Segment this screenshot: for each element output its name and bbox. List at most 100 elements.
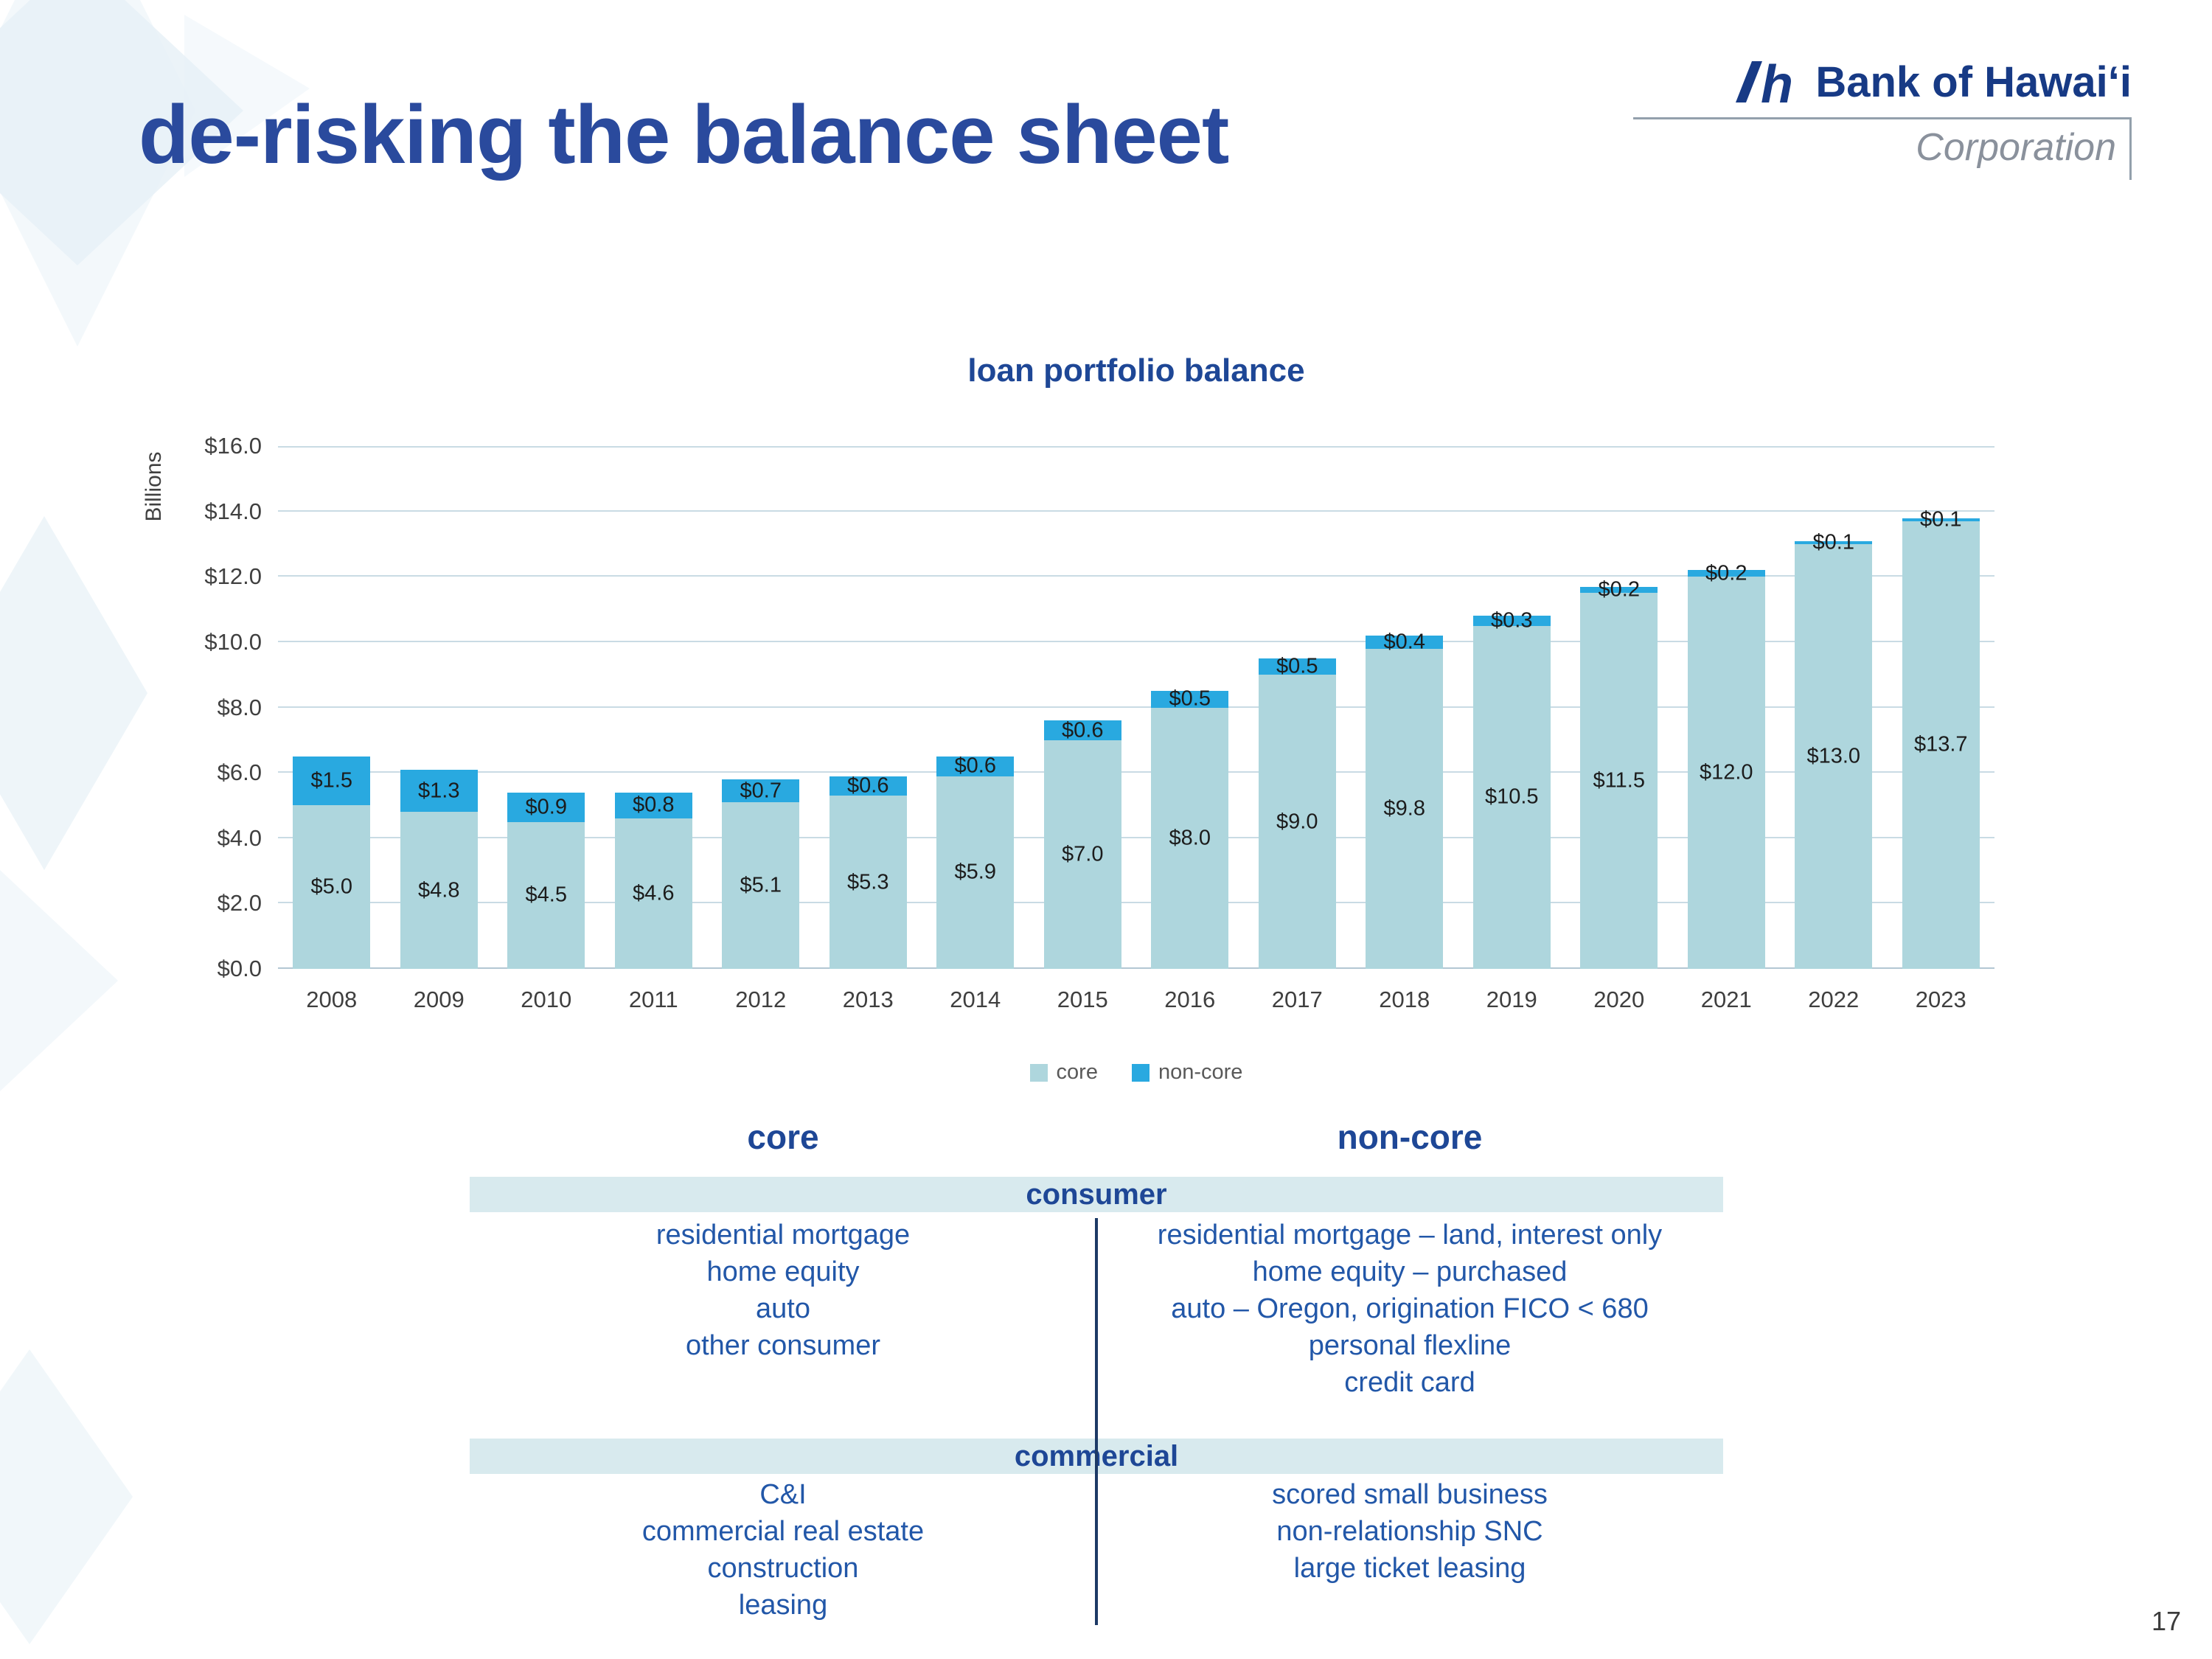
x-tick-label: 2019 [1486,987,1537,1012]
table-item: leasing [738,1590,828,1621]
bar-group-2021: $12.0 $0.2 [1673,446,1781,969]
core-bar-segment [1580,593,1658,969]
non-core-bar-segment [400,769,478,813]
y-tick-label: $4.0 [217,824,262,851]
non-core-bar-segment [936,756,1015,776]
bar-group-2023: $13.7 $0.1 [1888,446,1995,969]
core-bar-label: $7.0 [1062,842,1104,866]
background-decoration [0,0,310,1644]
bar-group-2018: $9.8 $0.4 [1351,446,1458,969]
x-tick-label: 2022 [1808,987,1860,1012]
gridline [278,575,1994,577]
x-tick-label: 2011 [628,987,678,1012]
non-core-bar-label: $0.7 [740,779,782,802]
chart-legend: core non-core [278,1060,1994,1085]
y-tick-label: $0.0 [217,956,262,981]
bank-logo: h Bank of Hawaiʻi Corporation [1633,58,2132,180]
non-core-bar-label: $0.6 [954,754,996,778]
core-bar-segment [1472,625,1551,969]
core-items-commercial: C&I commercial real estate construction lea… [470,1476,1096,1624]
x-tick-label: 2015 [1057,987,1108,1012]
table-item: large ticket leasing [1293,1553,1526,1584]
table-header-non-core: non-core [1337,1118,1483,1156]
y-tick-label: $6.0 [217,759,262,786]
table-column-divider [1095,1218,1098,1625]
x-tick-label: 2013 [842,987,894,1012]
non-core-bar-label: $0.9 [525,795,567,819]
core-bar-segment [614,818,692,969]
non-core-bar-label: $0.5 [1276,654,1318,678]
y-tick-label: $16.0 [204,433,262,459]
core-bar-label: $11.5 [1593,768,1645,793]
bar-group-2019: $10.5 $0.3 [1458,446,1566,969]
legend-entry-non-core: non-core [1131,1060,1242,1085]
x-tick-label: 2009 [413,987,465,1012]
table-item: home equity [706,1256,860,1287]
x-tick-label: 2023 [1915,987,1966,1012]
x-tick-label: 2017 [1271,987,1323,1012]
table-item: home equity – purchased [1252,1256,1568,1287]
core-bar-label: $5.0 [310,874,352,899]
gridline [278,640,1994,642]
x-axis-ticks: 2008 2009 2010 2011 2012 2013 2014 2015 2016 2017… [278,987,1994,1013]
svg-text:h: h [1761,60,1793,105]
gridline [278,509,1994,512]
core-bar-segment [1366,648,1444,969]
non-core-bar-label: $0.4 [1383,630,1425,654]
bar-group-2008: $5.0 $1.5 [278,446,386,969]
non-core-bar-segment [1151,691,1229,708]
gridline [278,771,1994,773]
page-number: 17 [2151,1606,2181,1636]
table-item: auto – Oregon, origination FICO < 680 [1171,1293,1649,1324]
non-core-bar-label: $0.5 [1169,686,1211,711]
non-core-bar-label: $0.8 [633,793,675,817]
non-core-bar-label: $0.2 [1705,561,1747,585]
core-bar-label: $5.1 [740,873,782,897]
bar-group-2010: $4.5 $0.9 [493,446,600,969]
core-bar-label: $4.8 [418,878,460,902]
gridline [278,446,1994,448]
core-bar-segment [722,802,800,969]
x-tick-label: 2020 [1593,987,1645,1012]
table-item: residential mortgage [655,1220,911,1251]
y-tick-label: $12.0 [204,563,262,590]
non-core-bar-label: $0.1 [1812,530,1854,554]
core-bar-label: $4.6 [633,881,675,905]
non-core-bar-segment [722,779,800,803]
section-header-consumer: consumer [470,1177,1723,1212]
non-core-bar-label: $0.3 [1491,608,1533,633]
gridline [278,902,1994,904]
table-header-core: core [747,1118,819,1156]
y-tick-label: $14.0 [204,498,262,524]
y-tick-label: $10.0 [204,628,262,655]
x-tick-label: 2014 [950,987,1001,1012]
gridline [278,967,1994,969]
non-core-bar-label: $0.6 [847,773,889,798]
non-core-bar-segment [1902,518,1980,521]
bar-group-2015: $7.0 $0.6 [1029,446,1137,969]
table-item: other consumer [685,1330,880,1361]
bar-group-2016: $8.0 $0.5 [1136,446,1244,969]
core-bar-segment [400,812,478,969]
non-core-bar-label: $0.2 [1598,577,1640,602]
core-bar-label: $9.0 [1276,810,1318,834]
gridline [278,836,1994,838]
gridline [278,706,1994,708]
non-core-bar-segment [507,792,585,822]
core-bar-segment [1687,577,1765,969]
core-bar-segment [1043,740,1121,969]
core-bar-segment [1795,543,1873,969]
table-item: scored small business [1272,1479,1548,1510]
core-bar-segment [1258,675,1336,969]
core-bar-label: $8.0 [1169,826,1211,850]
table-item: C&I [759,1479,807,1510]
legend-label-core: core [1056,1060,1098,1084]
bank-logo-row: h Bank of Hawaiʻi [1633,58,2132,119]
bank-logo-subtitle: Corporation [1633,119,2132,180]
legend-swatch-non-core [1131,1063,1150,1082]
x-tick-label: 2018 [1379,987,1430,1012]
legend-swatch-core [1029,1063,1048,1082]
table-item: commercial real estate [641,1516,925,1547]
x-tick-label: 2016 [1164,987,1216,1012]
